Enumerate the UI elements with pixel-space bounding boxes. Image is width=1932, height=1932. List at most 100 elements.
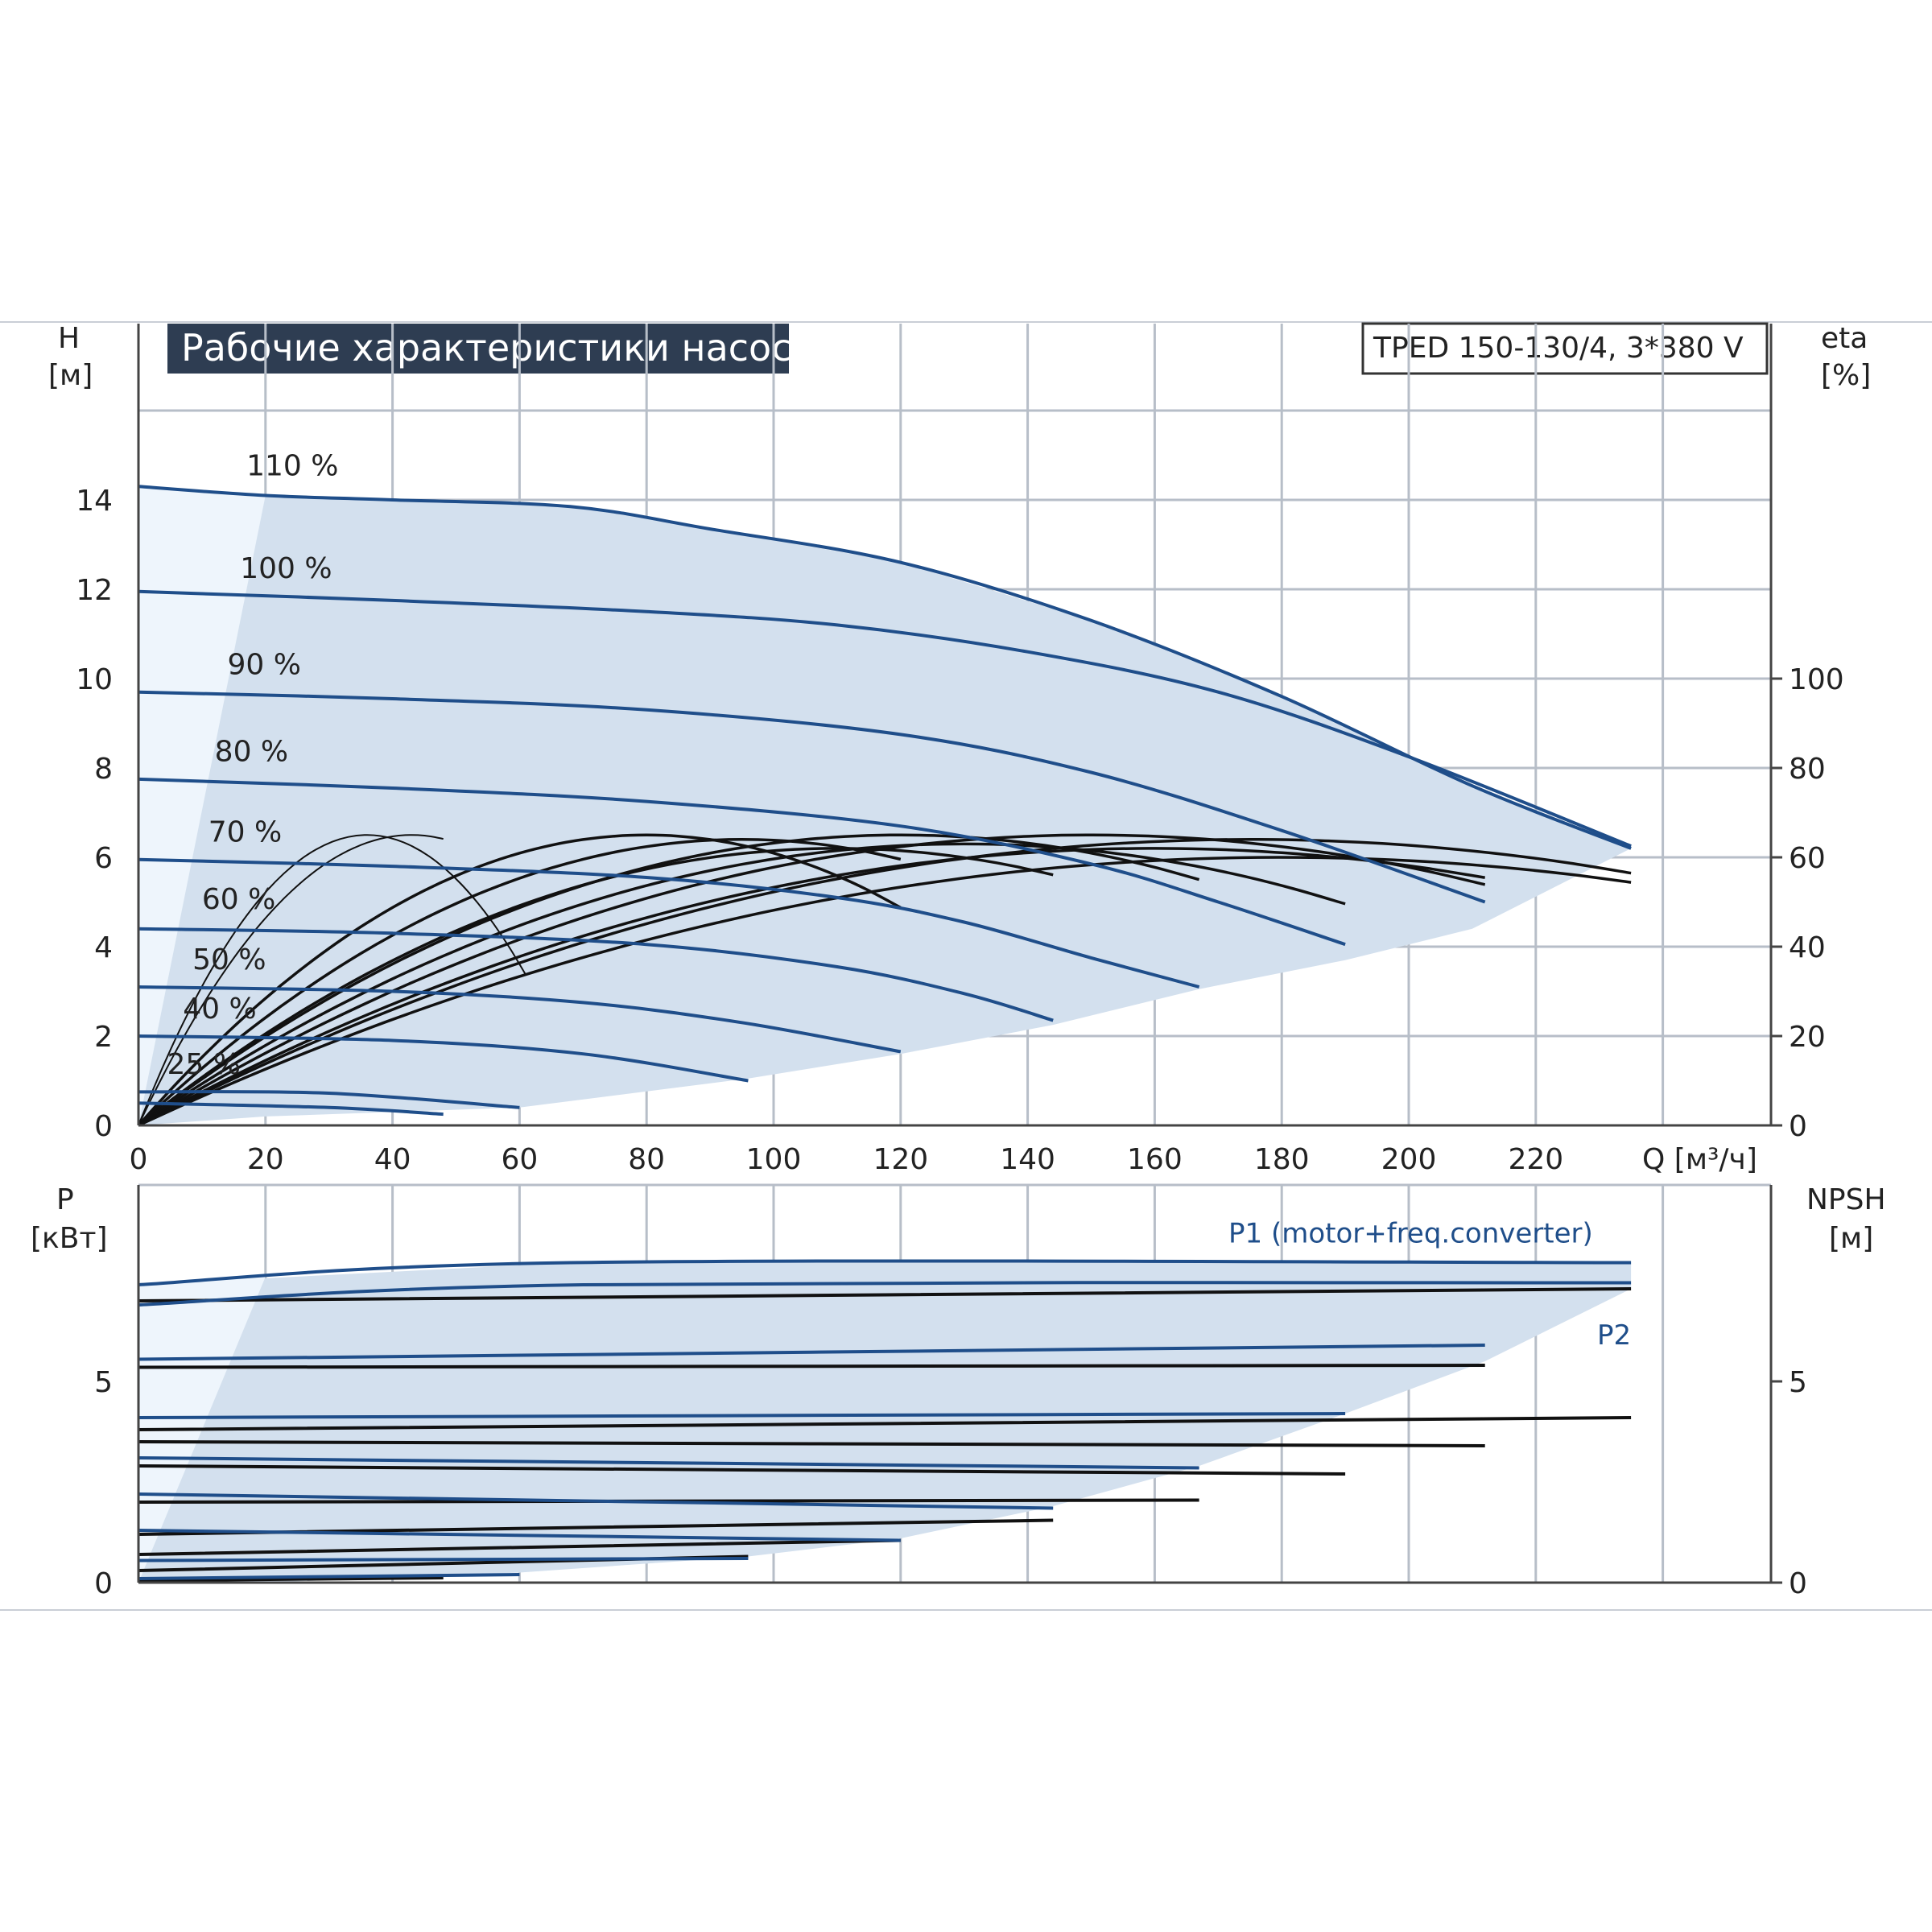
chart-title: Рабочие характеристики насоса [181, 326, 815, 369]
operating-region-light-fill [138, 486, 266, 1125]
head-curve [138, 857, 1200, 989]
efficiency-curve [137, 838, 902, 1127]
p2-curve [138, 1416, 1632, 1431]
efficiency-curves [137, 833, 1632, 1127]
p2-curve [138, 1440, 1485, 1447]
p1-curve [138, 1412, 1346, 1419]
efficiency-curve [138, 842, 1346, 1127]
p1-curve [138, 1344, 1485, 1361]
x-tick-label: 40 [374, 1143, 411, 1176]
efficiency-curve [138, 834, 444, 1126]
p1-curve [138, 1259, 1632, 1286]
speed-label: 70 % [208, 816, 282, 849]
top-tick-labels: 0 20 40 60 80 100 120 140 160 180 200 2200246810121… [76, 485, 1844, 1176]
y-tick-label: 6 [94, 842, 113, 875]
efficiency-curve [137, 833, 902, 1127]
p2-curve [138, 1287, 1632, 1302]
p1-curve [138, 1529, 901, 1542]
bottom-axes [137, 1185, 1773, 1584]
y-tick-label: 14 [76, 485, 113, 518]
speed-label: 110 % [246, 449, 338, 482]
header: Рабочие характеристики насоса TPED 150-1… [167, 322, 1769, 375]
model-box [1361, 322, 1769, 375]
y2-tick-label: 0 [1789, 1567, 1807, 1600]
npsh-axis-unit: [м] [1829, 1222, 1873, 1255]
y-tick-label: 0 [94, 1567, 113, 1600]
x-tick-label: 180 [1254, 1143, 1310, 1176]
y-tick-label: 12 [76, 574, 113, 607]
p-axis-label: P [56, 1183, 74, 1216]
efficiency-curve [137, 833, 1200, 1127]
x-tick-label: 60 [501, 1143, 538, 1176]
h-axis-label: H [58, 322, 80, 355]
efficiency-curve [138, 833, 1486, 1127]
y2-tick-label: 0 [1789, 1110, 1807, 1143]
y-tick-label: 8 [94, 753, 113, 786]
speed-label: 60 % [202, 883, 275, 916]
y2-tick-label: 20 [1789, 1021, 1826, 1054]
p1-curve [138, 1456, 1199, 1470]
p2-series-label: P2 [1597, 1319, 1631, 1352]
x-tick-label: 140 [1000, 1143, 1055, 1176]
title-background [167, 324, 789, 374]
x-tick-label: 160 [1127, 1143, 1183, 1176]
top-plot: 0 20 40 60 80 100 120 140 160 180 200 2200246810121… [76, 324, 1844, 1176]
x-tick-label: 200 [1381, 1143, 1437, 1176]
x-tick-label: 100 [746, 1143, 802, 1176]
p1-curves [138, 1259, 1632, 1580]
y2-tick-label: 80 [1789, 753, 1826, 786]
eta-axis-unit: [%] [1821, 359, 1871, 392]
chart-frame [0, 321, 1932, 1611]
x-tick-label: 0 [130, 1143, 148, 1176]
head-curve [138, 485, 1632, 850]
y2-tick-label: 100 [1789, 663, 1844, 696]
q-axis-label: Q [м³/ч] [1642, 1143, 1757, 1176]
y2-tick-label: 40 [1789, 931, 1826, 964]
x-tick-label: 220 [1508, 1143, 1563, 1176]
head-curve [138, 589, 1632, 848]
y-tick-label: 2 [94, 1021, 113, 1054]
head-curve [138, 1090, 520, 1109]
head-curve [138, 777, 1346, 947]
speed-label: 90 % [227, 648, 300, 681]
y-tick-label: 4 [94, 931, 113, 964]
p2-curve [138, 1464, 1346, 1476]
p1-curve [138, 1492, 1054, 1510]
p1-curve [138, 1281, 1632, 1307]
speed-label: 100 % [240, 552, 332, 585]
speed-label: 25 % [167, 1048, 241, 1081]
speed-labels: 110 % 100 % 90 % 80 % 70 % 60 % 50 % 40 % 25 % [167, 449, 339, 1081]
efficiency-curve [138, 856, 1632, 1127]
y2-tick-label: 5 [1789, 1366, 1807, 1399]
efficiency-curve [138, 834, 527, 1126]
efficiency-curve [138, 838, 1632, 1127]
x-tick-label: 80 [628, 1143, 665, 1176]
bottom-tick-labels: 0 5 0 5 [94, 1366, 1807, 1600]
y-tick-label: 0 [94, 1110, 113, 1143]
head-curve [138, 690, 1486, 904]
model-label: TPED 150-130/4, 3*380 V [1373, 332, 1744, 365]
speed-label: 50 % [192, 943, 266, 976]
top-axes [137, 324, 1773, 1127]
head-curves [138, 485, 1632, 1117]
p1-curve [138, 1573, 520, 1580]
eta-axis-label: eta [1821, 322, 1868, 355]
speed-label: 80 % [215, 736, 288, 769]
bottom-plot: 0 5 0 5 P1 (motor+freq.converter) P2 [94, 1183, 1807, 1600]
efficiency-curve [138, 847, 1485, 1127]
p2-curve [138, 1538, 901, 1556]
head-curve [138, 985, 902, 1054]
y-tick-label: 5 [94, 1366, 113, 1399]
head-curve [138, 1101, 444, 1117]
p1-series-label: P1 (motor+freq.converter) [1228, 1218, 1593, 1250]
p1-curve [138, 1557, 749, 1563]
p-axis-unit: [кВт] [31, 1222, 108, 1255]
y2-tick-label: 60 [1789, 842, 1826, 875]
speed-label: 40 % [183, 993, 256, 1026]
head-curve [138, 1034, 749, 1083]
axis-unit-labels: H [м] eta [%] Q [м³/ч] P [кВт] NPSH [м] [31, 322, 1886, 1255]
h-axis-unit: [м] [48, 359, 93, 392]
head-curve [138, 927, 1054, 1022]
x-tick-label: 120 [873, 1143, 928, 1176]
